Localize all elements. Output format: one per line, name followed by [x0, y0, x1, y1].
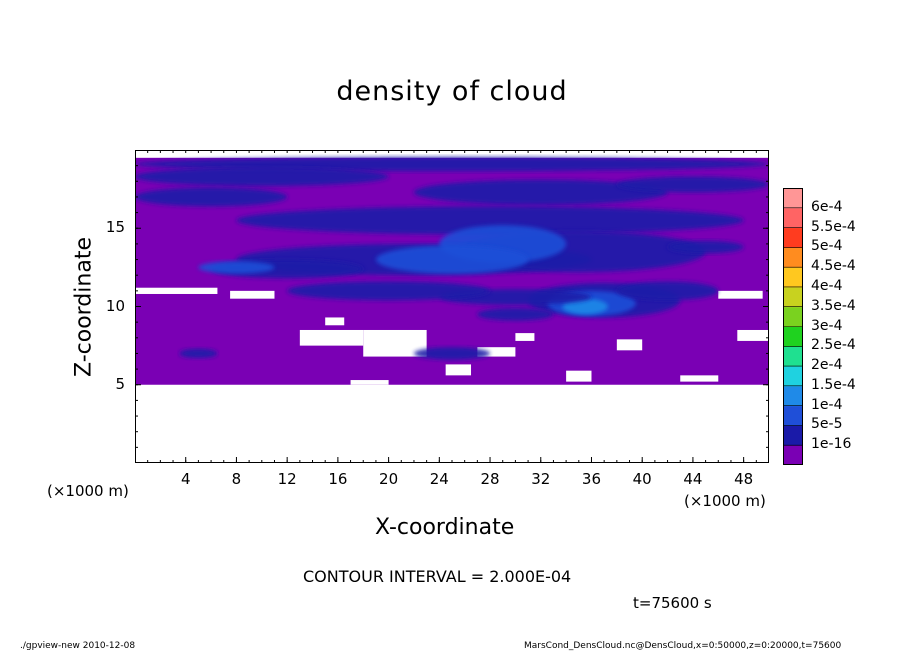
- field-gap: [445, 364, 472, 376]
- colorbar-label: 3e-4: [811, 317, 843, 334]
- colorbar-swatch: [783, 425, 803, 446]
- x-tick-label: 24: [429, 470, 449, 488]
- x-tick-label: 44: [683, 470, 703, 488]
- field-gap: [680, 375, 719, 382]
- colorbar-label: 6e-4: [811, 198, 843, 215]
- field-gap: [566, 370, 592, 382]
- x-tick-label: 36: [581, 470, 602, 488]
- y-tick-label: 5: [115, 374, 125, 393]
- colorbar-label: 5e-5: [811, 416, 843, 433]
- field-blob: [667, 240, 744, 254]
- field-gap: [135, 287, 218, 294]
- colorbar-swatch: [783, 445, 803, 465]
- field-blob: [413, 347, 491, 360]
- field-blob: [135, 167, 389, 186]
- x-tick-label: 16: [328, 470, 348, 488]
- field-blob: [179, 348, 218, 359]
- field-blob: [413, 179, 668, 205]
- y-tick-label: 15: [105, 218, 125, 237]
- colorbar-label: 1.5e-4: [811, 376, 856, 393]
- x-unit-left: (×1000 m): [47, 482, 129, 500]
- colorbar-label: 2e-4: [811, 357, 843, 374]
- colorbar-label: 4e-4: [811, 277, 843, 294]
- colorbar-swatch: [783, 247, 803, 268]
- colorbar-swatch: [783, 207, 803, 229]
- time-label: t=75600 s: [633, 594, 712, 612]
- field-blob: [616, 281, 719, 301]
- y-axis-ticks: [135, 165, 769, 448]
- x-axis-label: X-coordinate: [375, 515, 515, 540]
- field-blob: [198, 261, 275, 274]
- colorbar-swatch: [783, 267, 803, 288]
- colorbar-swatch: [783, 286, 803, 308]
- field-gap: [230, 290, 275, 299]
- x-unit-right: (×1000 m): [684, 492, 766, 510]
- colorbar-swatch: [783, 306, 803, 327]
- colorbar-label: 5e-4: [811, 238, 843, 255]
- x-tick-label: 4: [180, 470, 191, 488]
- field-blob: [287, 281, 491, 301]
- x-tick-label: 32: [531, 470, 551, 488]
- field-blob: [477, 308, 554, 321]
- field-blob: [236, 206, 744, 235]
- field-gap: [515, 333, 535, 341]
- colorbar-swatch: [783, 326, 803, 347]
- colorbar-label: 5.5e-4: [811, 218, 856, 235]
- plot-area: [135, 150, 769, 463]
- x-tick-label: 12: [277, 470, 297, 488]
- field-gap: [477, 347, 516, 357]
- field-gap: [299, 329, 364, 346]
- colorbar: [783, 188, 803, 465]
- cloud-density-field: [135, 157, 769, 385]
- footer-left: ./gpview-new 2010-12-08: [20, 641, 136, 651]
- field-gap: [616, 339, 643, 351]
- field-blob: [135, 187, 288, 207]
- y-tick-label: 10: [105, 296, 125, 315]
- field-gap: [350, 380, 389, 385]
- colorbar-label: 1e-16: [811, 436, 852, 453]
- field-gap: [737, 329, 769, 341]
- field-blob: [616, 176, 769, 193]
- y-axis-label: Z-coordinate: [71, 237, 97, 377]
- x-tick-label: 28: [480, 470, 500, 488]
- field-gap: [718, 290, 763, 299]
- colorbar-swatch: [783, 366, 803, 387]
- x-tick-label: 20: [379, 470, 399, 488]
- field-blob: [562, 298, 608, 315]
- field-blob: [375, 245, 529, 274]
- colorbar-swatch: [783, 188, 803, 209]
- colorbar-label: 4.5e-4: [811, 258, 856, 275]
- footer-right: MarsCond_DensCloud.nc@DensCloud,x=0:5000…: [524, 641, 842, 651]
- colorbar-swatch: [783, 405, 803, 426]
- colorbar-swatch: [783, 227, 803, 248]
- x-axis-ticks: [147, 150, 757, 463]
- chart-title: density of cloud: [336, 76, 568, 107]
- colorbar-label: 3.5e-4: [811, 297, 856, 314]
- colorbar-label: 2.5e-4: [811, 337, 856, 354]
- colorbar-swatch: [783, 346, 803, 367]
- colorbar-swatch: [783, 385, 803, 407]
- field-gap: [325, 317, 345, 326]
- x-tick-label: 40: [632, 470, 652, 488]
- x-tick-label: 48: [734, 470, 754, 488]
- x-tick-label: 8: [231, 470, 242, 488]
- colorbar-label: 1e-4: [811, 396, 843, 413]
- contour-interval: CONTOUR INTERVAL = 2.000E-04: [303, 567, 572, 586]
